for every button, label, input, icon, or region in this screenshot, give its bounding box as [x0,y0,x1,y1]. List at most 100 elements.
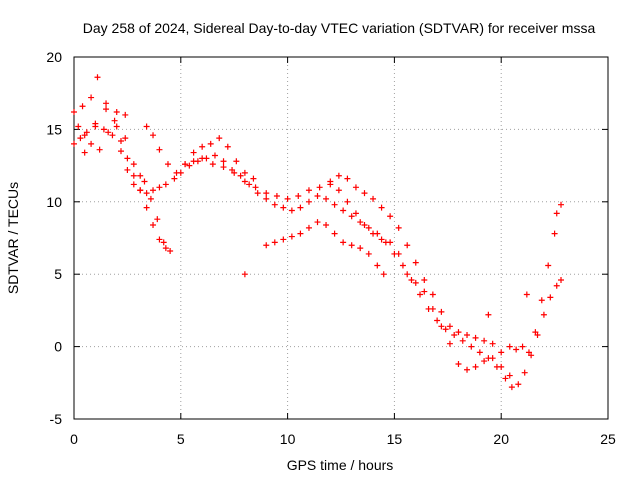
data-point [137,187,144,194]
data-point [271,201,278,208]
data-point [100,126,107,133]
data-point [421,276,428,283]
data-point [263,195,270,202]
data-point [370,230,377,237]
data-point [395,224,402,231]
data-point [94,74,101,81]
data-point [241,178,248,185]
data-point [429,291,436,298]
data-point [365,250,372,257]
data-point [459,337,466,344]
series-outliers [241,210,560,318]
data-point [446,340,453,347]
data-point [246,181,253,188]
data-point [207,140,214,147]
data-point [340,239,347,246]
data-point [521,369,528,376]
data-point [81,132,88,139]
data-point [395,250,402,257]
data-point [547,294,554,301]
data-point [331,201,338,208]
series-track-d [81,106,129,156]
series-track-e [143,123,257,182]
data-point [130,161,137,168]
data-point [233,158,240,165]
data-point [288,207,295,214]
data-point [380,271,387,278]
data-point [143,204,150,211]
y-axis-label: SDTVAR / TECUs [5,182,21,294]
data-point [485,311,492,318]
data-point [455,360,462,367]
series-track-h [327,178,513,379]
data-point [147,195,154,202]
series-track-i [506,201,565,356]
data-point [442,326,449,333]
data-point [96,146,103,153]
data-point [502,375,509,382]
data-point [250,175,257,182]
data-point [156,236,163,243]
data-point [162,245,169,252]
data-point [340,207,347,214]
series-track-b [71,74,169,252]
data-point [489,340,496,347]
data-point [553,282,560,289]
x-tick-label: 15 [387,431,403,447]
axis-ticks: 0 5 10 15 20 25 -5 0 5 10 15 20 [46,49,616,447]
data-point [525,349,532,356]
y-tick-label: 10 [46,194,62,210]
data-point [434,317,441,324]
data-point [387,213,394,220]
data-point [357,245,364,252]
data-point [314,193,321,200]
data-points [71,74,565,391]
data-point [297,230,304,237]
data-point [122,111,129,118]
data-point [231,169,238,176]
x-tick-label: 20 [493,431,509,447]
data-point [412,279,419,286]
data-point [464,366,471,373]
data-point [199,143,206,150]
data-point [130,181,137,188]
data-point [92,123,99,130]
data-point [399,262,406,269]
data-point [361,221,368,228]
data-point [237,172,244,179]
data-point [451,332,458,339]
data-point [387,239,394,246]
data-point [109,132,116,139]
data-point [421,288,428,295]
data-point [553,210,560,217]
data-point [335,172,342,179]
data-point [103,106,110,113]
data-point [77,135,84,142]
data-point [438,308,445,315]
data-point [515,381,522,388]
data-point [150,132,157,139]
data-point [150,187,157,194]
data-point [263,190,270,197]
data-point [365,224,372,231]
data-point [464,332,471,339]
data-point [348,213,355,220]
data-point [348,242,355,249]
data-point [220,158,227,165]
data-point [173,169,180,176]
data-point [344,198,351,205]
data-point [498,363,505,370]
data-point [323,195,330,202]
x-tick-label: 5 [177,431,185,447]
data-point [558,276,565,283]
data-point [113,123,120,130]
series-track-c [75,123,174,255]
data-point [378,236,385,243]
data-point [103,100,110,107]
data-point [88,140,95,147]
data-point [472,334,479,341]
data-point [404,242,411,249]
data-point [305,187,312,194]
x-axis-label: GPS time / hours [287,457,394,473]
